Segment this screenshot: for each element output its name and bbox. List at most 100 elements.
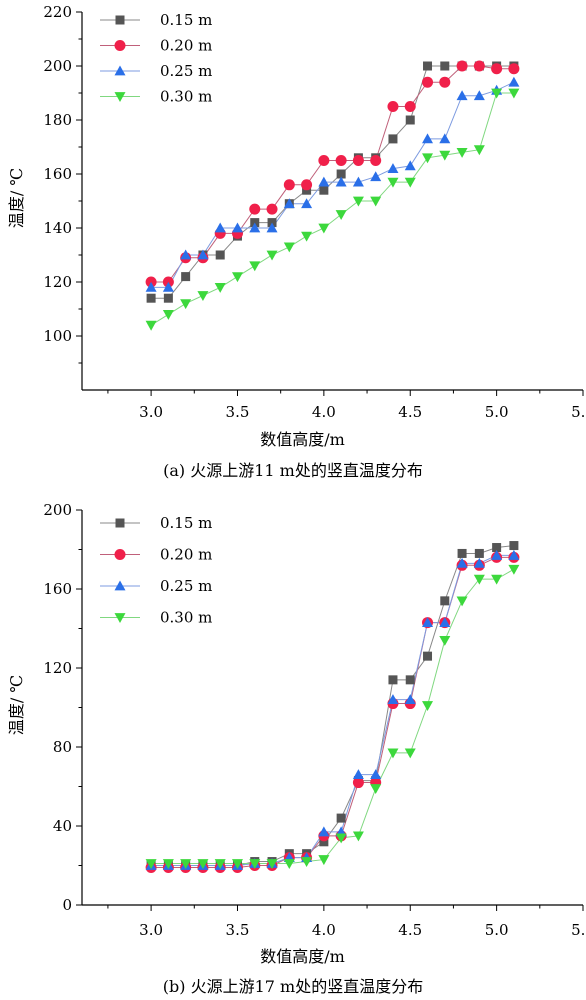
data-point (508, 564, 520, 575)
legend-label: 0.20 m (160, 37, 212, 55)
x-tick-label: 4.0 (312, 403, 336, 421)
y-tick-label: 200 (43, 501, 72, 519)
x-tick-label: 3.5 (226, 403, 250, 421)
data-point (509, 541, 519, 551)
data-point (215, 250, 225, 260)
series-line-0_25m (151, 554, 514, 866)
chart-caption: (a) 火源上游11 m处的竖直温度分布 (163, 461, 423, 480)
data-point (318, 176, 330, 187)
data-point (214, 222, 226, 233)
data-point (335, 155, 347, 166)
data-point (491, 574, 503, 585)
data-point (457, 548, 467, 558)
data-point (319, 185, 329, 195)
data-point (473, 60, 485, 72)
data-point (301, 231, 313, 242)
x-tick-label: 4.0 (312, 921, 336, 939)
data-point (508, 88, 520, 99)
x-axis-label: 数值高度/m (260, 947, 345, 966)
data-point (508, 63, 520, 75)
data-point (474, 548, 484, 558)
data-point (370, 784, 382, 794)
data-point (473, 574, 485, 585)
x-tick-label: 4.5 (398, 403, 422, 421)
data-point (249, 859, 261, 870)
data-point (491, 63, 503, 75)
data-point (439, 76, 451, 88)
data-point (162, 281, 174, 292)
series-line-0_20m (151, 556, 514, 868)
y-tick-label: 140 (43, 219, 72, 237)
chart-a: 3.0 3.5 4.0 4.5 5.0 5.5 100 120 140 160 180 200 220 数… (7, 3, 586, 480)
legend-label: 0.25 m (160, 577, 212, 595)
x-tick-label: 5.5 (571, 921, 586, 939)
data-point (370, 155, 382, 166)
data-point (301, 857, 313, 868)
data-point (181, 272, 191, 282)
legend-marker (114, 65, 126, 76)
legend-marker (114, 92, 126, 102)
data-point (370, 171, 382, 182)
data-point (352, 769, 364, 780)
x-tick-label: 5.0 (485, 921, 509, 939)
legend-marker (114, 613, 126, 623)
data-point (180, 249, 192, 260)
data-point (231, 859, 243, 870)
data-point (231, 222, 243, 233)
data-point (387, 163, 399, 173)
y-axis-label: 温度/ ℃ (7, 168, 26, 228)
legend-marker (115, 518, 125, 528)
series-line-0_30m (150, 92, 514, 326)
data-point (283, 859, 295, 870)
legend-label: 0.20 m (160, 546, 212, 564)
data-point (473, 557, 485, 568)
data-point (352, 831, 364, 842)
data-point (283, 198, 295, 209)
x-axis-label: 数值高度/m (260, 430, 345, 449)
data-point (508, 76, 520, 87)
data-point (301, 179, 313, 191)
data-point (266, 203, 278, 215)
data-point (352, 196, 364, 207)
data-point (352, 155, 364, 166)
data-point (197, 859, 209, 870)
data-point (145, 281, 157, 292)
chart-b: 3.0 3.5 4.0 4.5 5.0 5.5 0 40 80 120 160 200 数值高度/m 温度… (7, 501, 586, 996)
data-point (231, 272, 243, 283)
chart-caption: (b) 火源上游17 m处的竖直温度分布 (163, 977, 423, 996)
data-point (301, 198, 313, 209)
data-point (492, 543, 502, 553)
data-point (387, 748, 399, 759)
data-point (318, 855, 330, 866)
data-point (422, 701, 434, 712)
legend-marker (114, 549, 126, 560)
data-point (249, 222, 261, 233)
data-point (335, 176, 347, 187)
data-point (318, 826, 330, 837)
y-tick-label: 180 (43, 111, 72, 129)
x-tick-label: 5.5 (571, 403, 586, 421)
series-line-0_25m (151, 81, 515, 288)
data-point (439, 617, 451, 627)
y-tick-label: 0 (62, 896, 72, 914)
y-tick-label: 220 (43, 3, 72, 21)
legend-label: 0.30 m (160, 88, 212, 106)
data-point (439, 150, 451, 161)
data-point (422, 153, 434, 164)
legend-marker (115, 15, 125, 25)
data-point (336, 169, 346, 179)
data-point (456, 596, 468, 607)
data-point (336, 813, 346, 823)
data-point (439, 133, 451, 144)
data-point (423, 61, 433, 71)
data-point (456, 90, 468, 101)
data-point (335, 210, 347, 220)
data-point (318, 223, 330, 234)
data-point (456, 60, 468, 72)
legend-label: 0.15 m (160, 514, 212, 532)
legend-label: 0.15 m (160, 11, 212, 29)
data-point (439, 635, 451, 646)
data-point (319, 837, 329, 847)
data-point (423, 651, 433, 661)
